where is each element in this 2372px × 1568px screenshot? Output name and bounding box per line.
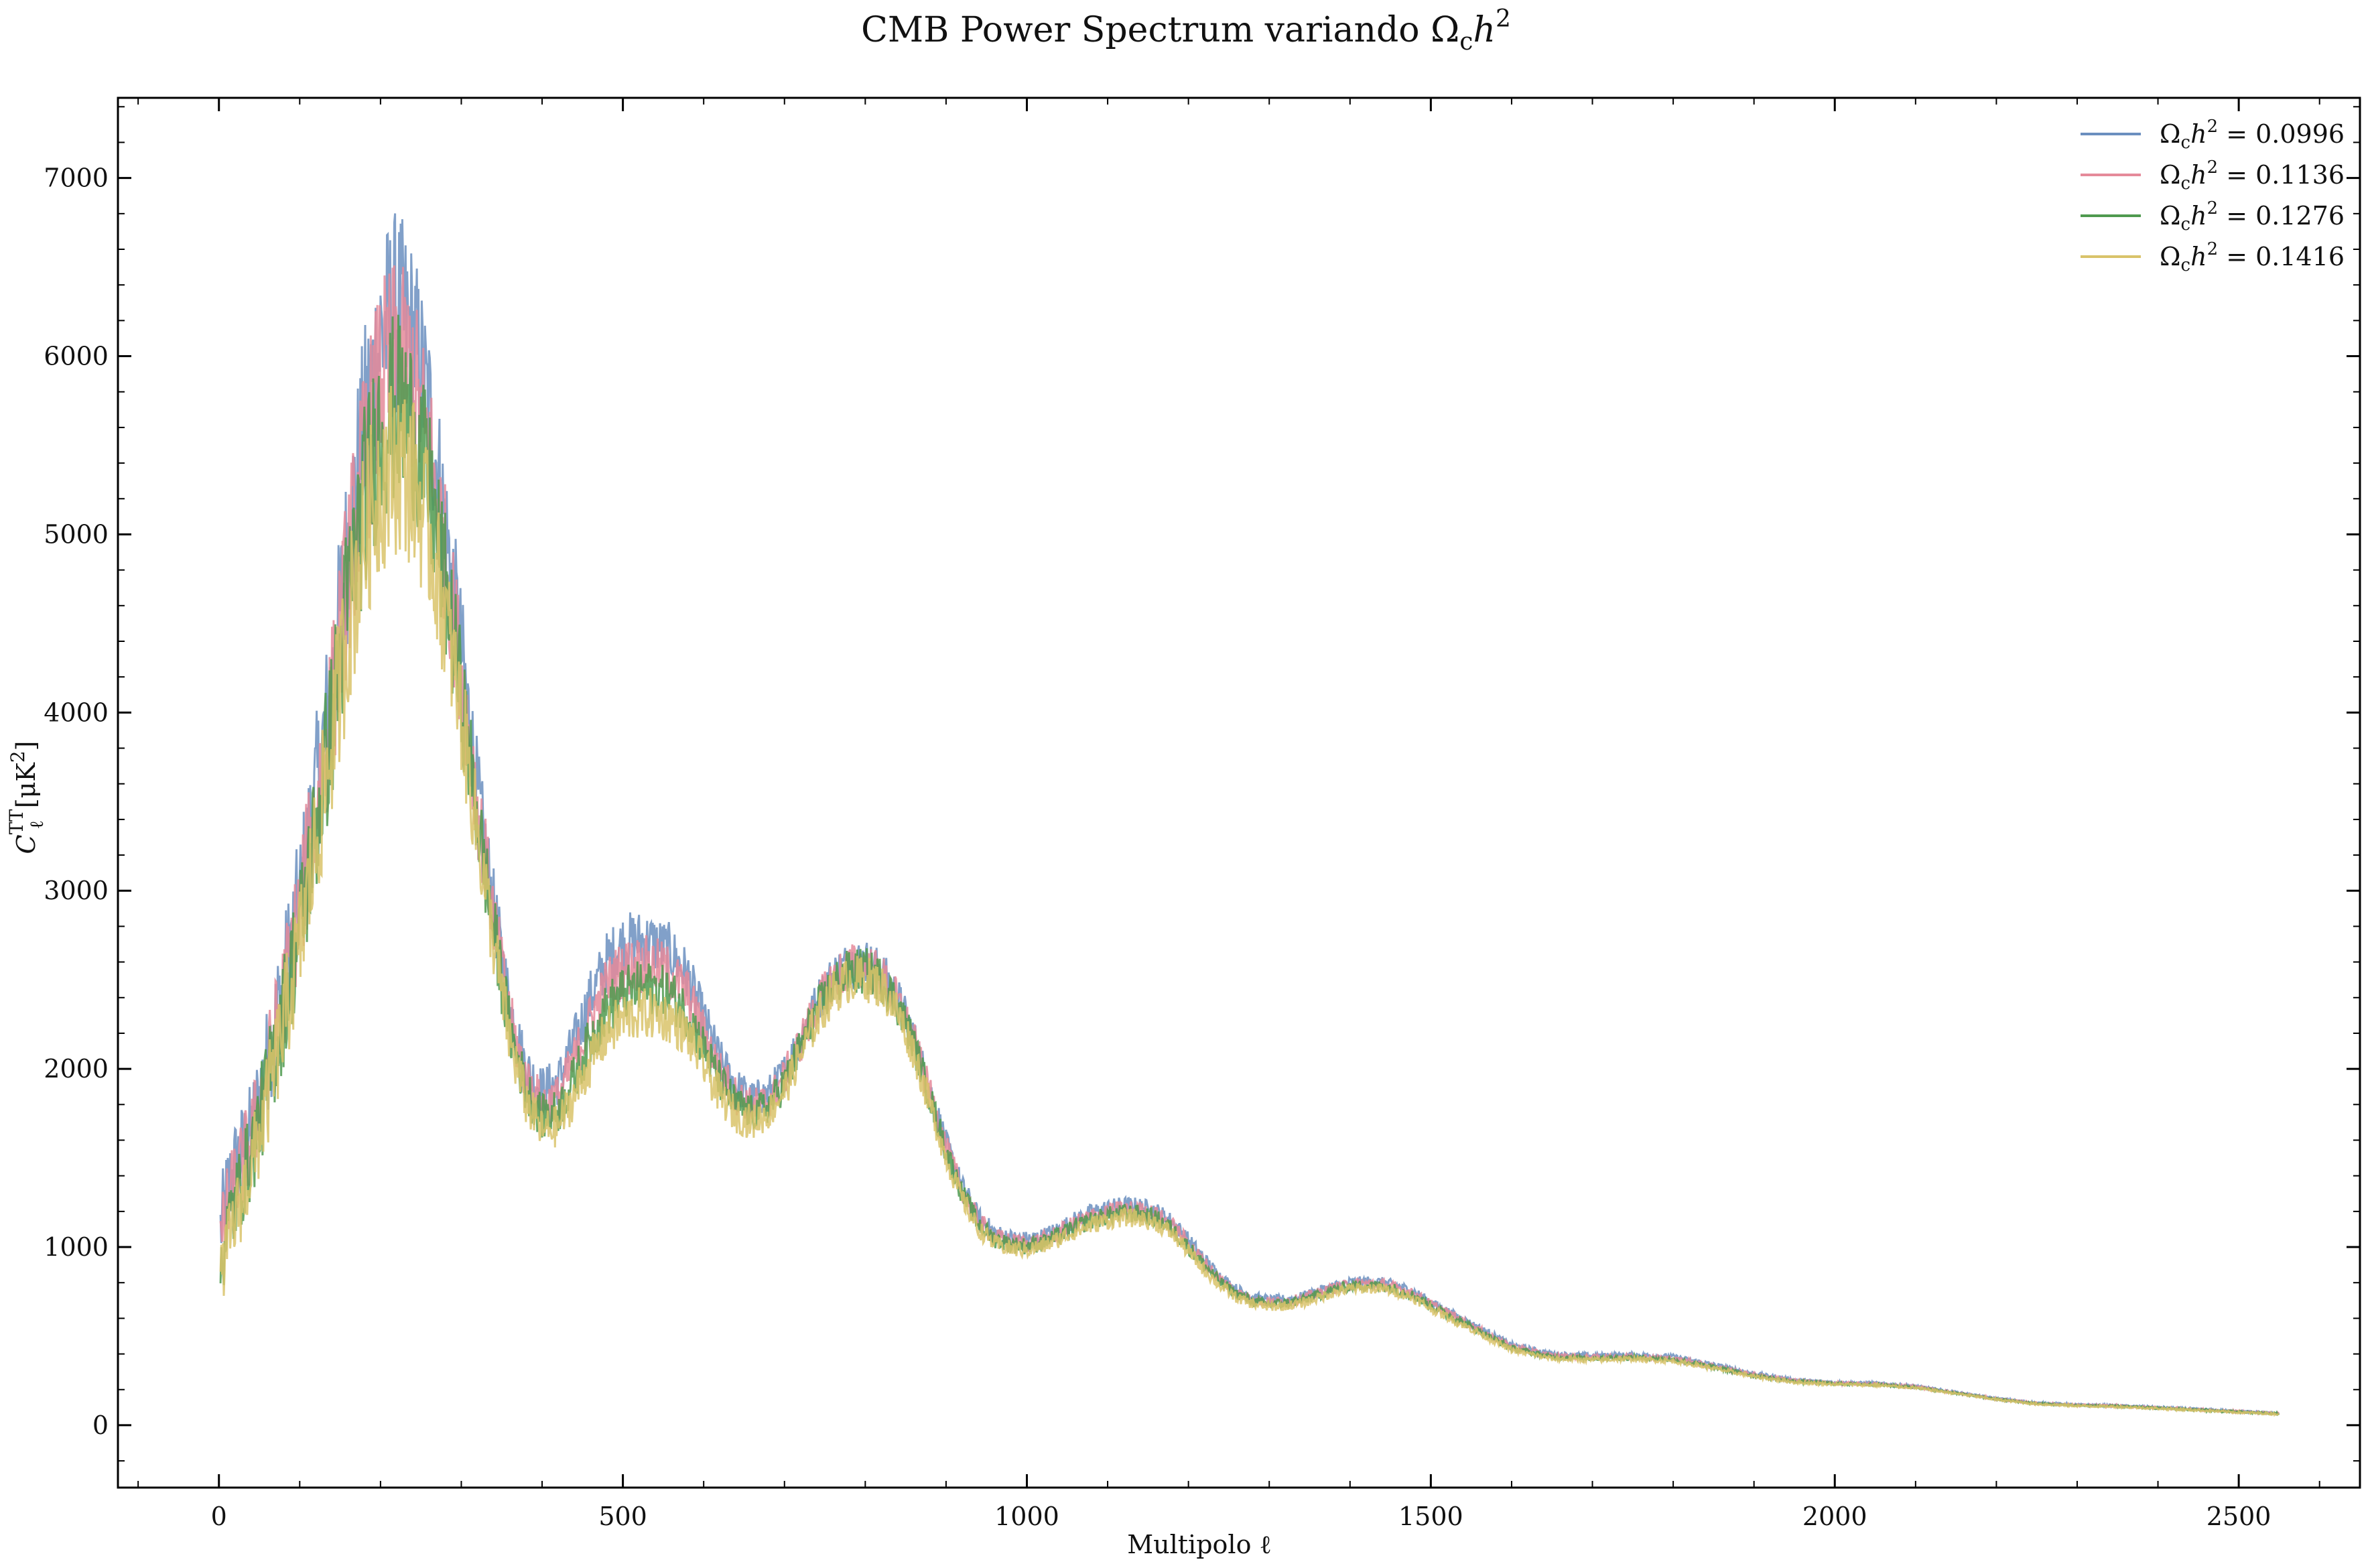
legend-entry: Ωch2 = 0.1136	[2160, 157, 2345, 194]
x-axis-label: Multipolo ℓ	[1127, 1530, 1271, 1559]
series-group	[219, 213, 2280, 1417]
x-tick-label: 500	[598, 1502, 647, 1531]
x-tick-label: 2000	[1802, 1502, 1867, 1531]
series-line-1	[219, 265, 2280, 1416]
legend-entry: Ωch2 = 0.1416	[2160, 239, 2345, 275]
plot-frame	[117, 96, 2361, 1489]
y-tick-label: 5000	[44, 519, 109, 549]
series-line-3	[219, 385, 2280, 1417]
series-line-0	[219, 213, 2280, 1416]
y-axis-label: CTTℓ[μK2]	[5, 741, 48, 854]
y-tick-label: 2000	[44, 1054, 109, 1084]
x-tick-label: 1000	[994, 1502, 1059, 1531]
legend-entry: Ωch2 = 0.1276	[2160, 198, 2345, 235]
y-tick-label: 3000	[44, 876, 109, 905]
x-tick-label: 2500	[2206, 1502, 2271, 1531]
x-ticks: 0 500 1000 1500 2000 2500	[137, 98, 2320, 1531]
series-line-2	[219, 314, 2280, 1417]
x-tick-label: 1500	[1398, 1502, 1463, 1531]
legend: Ωch2 = 0.0996 Ωch2 = 0.1136 Ωch2 = 0.1276 Ω…	[2081, 117, 2345, 275]
y-tick-label: 4000	[44, 698, 109, 727]
y-tick-label: 0	[92, 1411, 109, 1440]
chart-title: CMB Power Spectrum variando Ωch2	[861, 5, 1511, 56]
x-tick-label: 0	[211, 1502, 227, 1531]
legend-entry: Ωch2 = 0.0996	[2160, 117, 2345, 153]
y-ticks: 0 1000 2000 3000 4000 5000 6000 7000	[44, 106, 2360, 1462]
y-tick-label: 7000	[44, 164, 109, 193]
y-tick-label: 6000	[44, 342, 109, 371]
y-tick-label: 1000	[44, 1232, 109, 1262]
